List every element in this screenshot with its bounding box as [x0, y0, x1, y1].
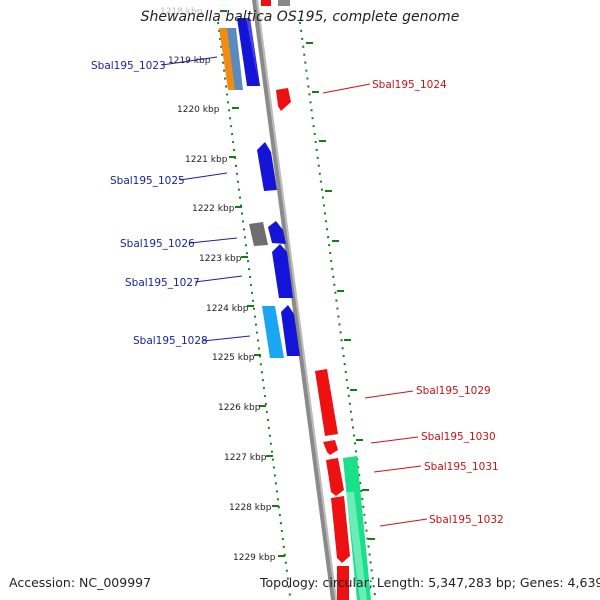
- scale-label-1222: 1222 kbp: [192, 204, 235, 214]
- gene-labels-left: Sbal195_1023 Sbal195_1025 Sbal195_1026 S…: [91, 60, 208, 347]
- accession-text: Accession: NC_009997: [9, 575, 152, 590]
- scale-label-1220: 1220 kbp: [177, 105, 220, 115]
- gene-label-sbal195-1024: Sbal195_1024: [372, 79, 447, 91]
- gene-label-sbal195-1027: Sbal195_1027: [125, 277, 200, 289]
- gene-label-sbal195-1025: Sbal195_1025: [110, 175, 185, 187]
- scale-label-1221: 1221 kbp: [185, 155, 228, 165]
- gene-label-sbal195-1029: Sbal195_1029: [416, 385, 491, 397]
- gene-label-sbal195-1031: Sbal195_1031: [424, 461, 499, 473]
- scale-label-1223: 1223 kbp: [199, 254, 242, 264]
- summary-text: Topology: circular; Length: 5,347,283 bp…: [260, 575, 600, 590]
- scale-label-1228: 1228 kbp: [229, 503, 272, 513]
- scale-label-1227: 1227 kbp: [224, 453, 267, 463]
- gene-label-sbal195-1032: Sbal195_1032: [429, 514, 504, 526]
- right-dotted-ring: [299, 21, 376, 597]
- left-dotted-ring: [217, 21, 291, 597]
- scale-label-1225: 1225 kbp: [212, 353, 255, 363]
- gene-label-sbal195-1023: Sbal195_1023: [91, 60, 166, 72]
- gene-label-sbal195-1028: Sbal195_1028: [133, 335, 208, 347]
- gene-label-sbal195-1030: Sbal195_1030: [421, 431, 496, 443]
- scale-ticks-left: [220, 10, 285, 557]
- gene-labels-right: Sbal195_1024 Sbal195_1029 Sbal195_1030 S…: [372, 79, 504, 526]
- map-title: Shewanella baltica OS195, complete genom…: [140, 9, 460, 25]
- scale-label-1224: 1224 kbp: [206, 304, 249, 314]
- scale-label-1218: 1218 kbp: [160, 7, 203, 17]
- backbone: [252, 0, 337, 600]
- left-leader-lines: [161, 56, 251, 342]
- scale-label-1229: 1229 kbp: [233, 553, 276, 563]
- scale-label-1226: 1226 kbp: [218, 403, 261, 413]
- scale-ticks-right: [306, 42, 375, 540]
- gene-label-sbal195-1026: Sbal195_1026: [120, 238, 195, 250]
- right-leader-lines: [322, 83, 428, 527]
- gene-features: [219, 0, 371, 600]
